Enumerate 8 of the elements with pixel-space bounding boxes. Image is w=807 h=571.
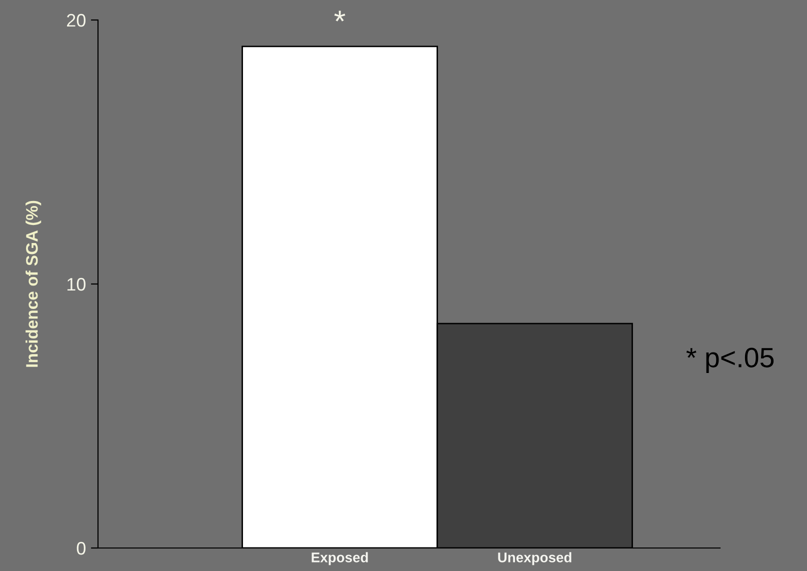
y-tick-label: 20 (67, 14, 86, 27)
annotation: * p<.05 (686, 348, 774, 373)
y-tick-label: 0 (76, 542, 86, 555)
x-tick-label: Exposed (312, 552, 368, 566)
y-axis-title: Incidence of SGA (%) (26, 200, 42, 367)
y-tick-label: 10 (67, 278, 86, 291)
annotation: * (334, 10, 346, 22)
x-tick-label: Unexposed (498, 552, 572, 566)
